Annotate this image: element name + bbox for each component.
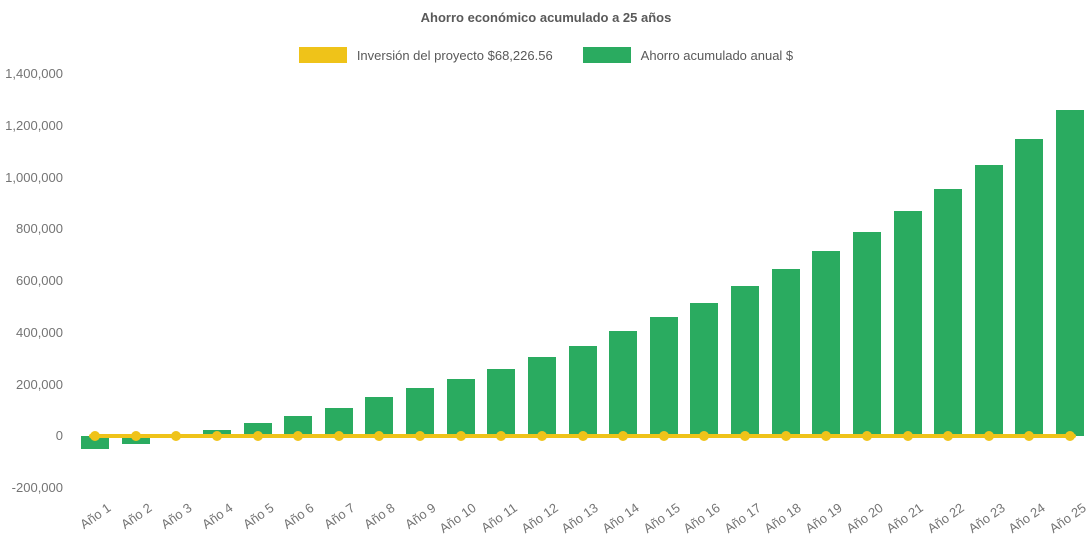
x-tick-label: Año 15 — [639, 500, 683, 536]
bar — [365, 397, 394, 437]
x-tick-label: Año 19 — [802, 500, 845, 536]
bar — [487, 368, 516, 437]
y-tick-label: 0 — [55, 428, 63, 444]
line-marker — [374, 431, 385, 442]
x-tick-label: Año 3 — [158, 500, 195, 532]
line-marker — [536, 431, 547, 442]
line-marker — [130, 431, 141, 442]
line-marker — [171, 431, 182, 442]
line-marker — [618, 431, 629, 442]
bar — [243, 423, 272, 437]
y-tick-label: 600,000 — [16, 273, 63, 288]
x-tick-label: Año 9 — [402, 500, 439, 532]
x-tick-label: Año 23 — [964, 500, 1008, 536]
line-marker — [861, 431, 872, 442]
x-tick-label: Año 18 — [761, 500, 805, 536]
x-tick-label: Año 13 — [558, 500, 602, 536]
y-tick-label: 200,000 — [16, 376, 63, 392]
line-marker — [455, 431, 466, 442]
bar — [893, 211, 922, 437]
chart-legend: Inversión del proyecto $68,226.56 Ahorro… — [0, 47, 1092, 63]
x-tick-label: Año 2 — [117, 500, 155, 532]
x-tick-label: Año 22 — [924, 500, 967, 536]
line-marker — [699, 431, 710, 442]
line-marker — [983, 431, 994, 442]
bar — [81, 436, 109, 450]
x-tick-label: Año 12 — [518, 500, 561, 536]
x-tick-label: Año 17 — [721, 500, 764, 536]
x-tick-label: Año 14 — [599, 500, 642, 536]
line-marker — [415, 431, 425, 442]
line-marker — [1024, 431, 1035, 442]
line-marker — [577, 431, 588, 442]
x-tick-label: Año 11 — [478, 500, 520, 536]
y-tick-label: 1,000,000 — [5, 169, 63, 185]
x-tick-label: Año 24 — [1005, 500, 1048, 536]
legend-label-savings: Ahorro acumulado anual $ — [640, 47, 794, 63]
line-marker — [943, 431, 954, 442]
y-tick-label: 400,000 — [16, 324, 63, 340]
chart-title: Ahorro económico acumulado a 25 años — [420, 10, 672, 25]
bar — [771, 269, 800, 437]
line-marker — [902, 431, 913, 442]
x-tick-label: Año 1 — [77, 500, 114, 532]
bar — [1015, 138, 1044, 437]
bar — [690, 302, 719, 437]
x-tick-label: Año 4 — [199, 500, 236, 532]
x-tick-label: Año 20 — [843, 500, 886, 536]
bar — [568, 345, 597, 437]
x-tick-label: Año 16 — [680, 500, 723, 536]
bar — [406, 388, 434, 437]
bar — [1056, 110, 1084, 437]
y-tick-label: -200,000 — [11, 480, 63, 495]
line-marker — [293, 431, 304, 442]
bar — [446, 379, 475, 437]
y-tick-label: 1,200,000 — [5, 117, 63, 133]
bar — [527, 357, 556, 437]
bar — [609, 331, 638, 437]
x-tick-label: Año 21 — [883, 500, 927, 536]
line-marker — [252, 431, 263, 442]
x-tick-label: Año 25 — [1046, 500, 1089, 536]
y-tick-label: 800,000 — [16, 221, 63, 237]
legend-item-investment: Inversión del proyecto $68,226.56 — [298, 47, 553, 63]
bar — [731, 286, 759, 437]
line-marker — [658, 431, 669, 442]
y-tick-label: 1,400,000 — [5, 66, 63, 81]
bar — [934, 189, 963, 437]
line-marker — [821, 431, 832, 442]
bar — [974, 164, 1003, 437]
x-tick-label: Año 6 — [280, 500, 317, 532]
bar — [852, 231, 881, 437]
legend-item-savings: Ahorro acumulado anual $ — [582, 47, 794, 63]
line-marker — [1065, 431, 1075, 442]
bar — [649, 317, 678, 437]
x-tick-label: Año 7 — [320, 500, 358, 532]
bar — [812, 251, 841, 437]
line-marker — [211, 431, 222, 442]
x-tick-label: Año 8 — [361, 500, 398, 532]
x-tick-label: Año 10 — [436, 500, 480, 536]
legend-label-investment: Inversión del proyecto $68,226.56 — [356, 47, 553, 63]
legend-swatch-investment — [298, 47, 347, 63]
line-marker — [90, 431, 100, 442]
line-marker — [333, 431, 344, 442]
x-tick-label: Año 5 — [239, 500, 277, 532]
legend-swatch-savings — [582, 47, 631, 63]
line-marker — [740, 431, 750, 442]
bar — [284, 415, 313, 437]
line-marker — [780, 431, 791, 442]
line-marker — [496, 431, 507, 442]
